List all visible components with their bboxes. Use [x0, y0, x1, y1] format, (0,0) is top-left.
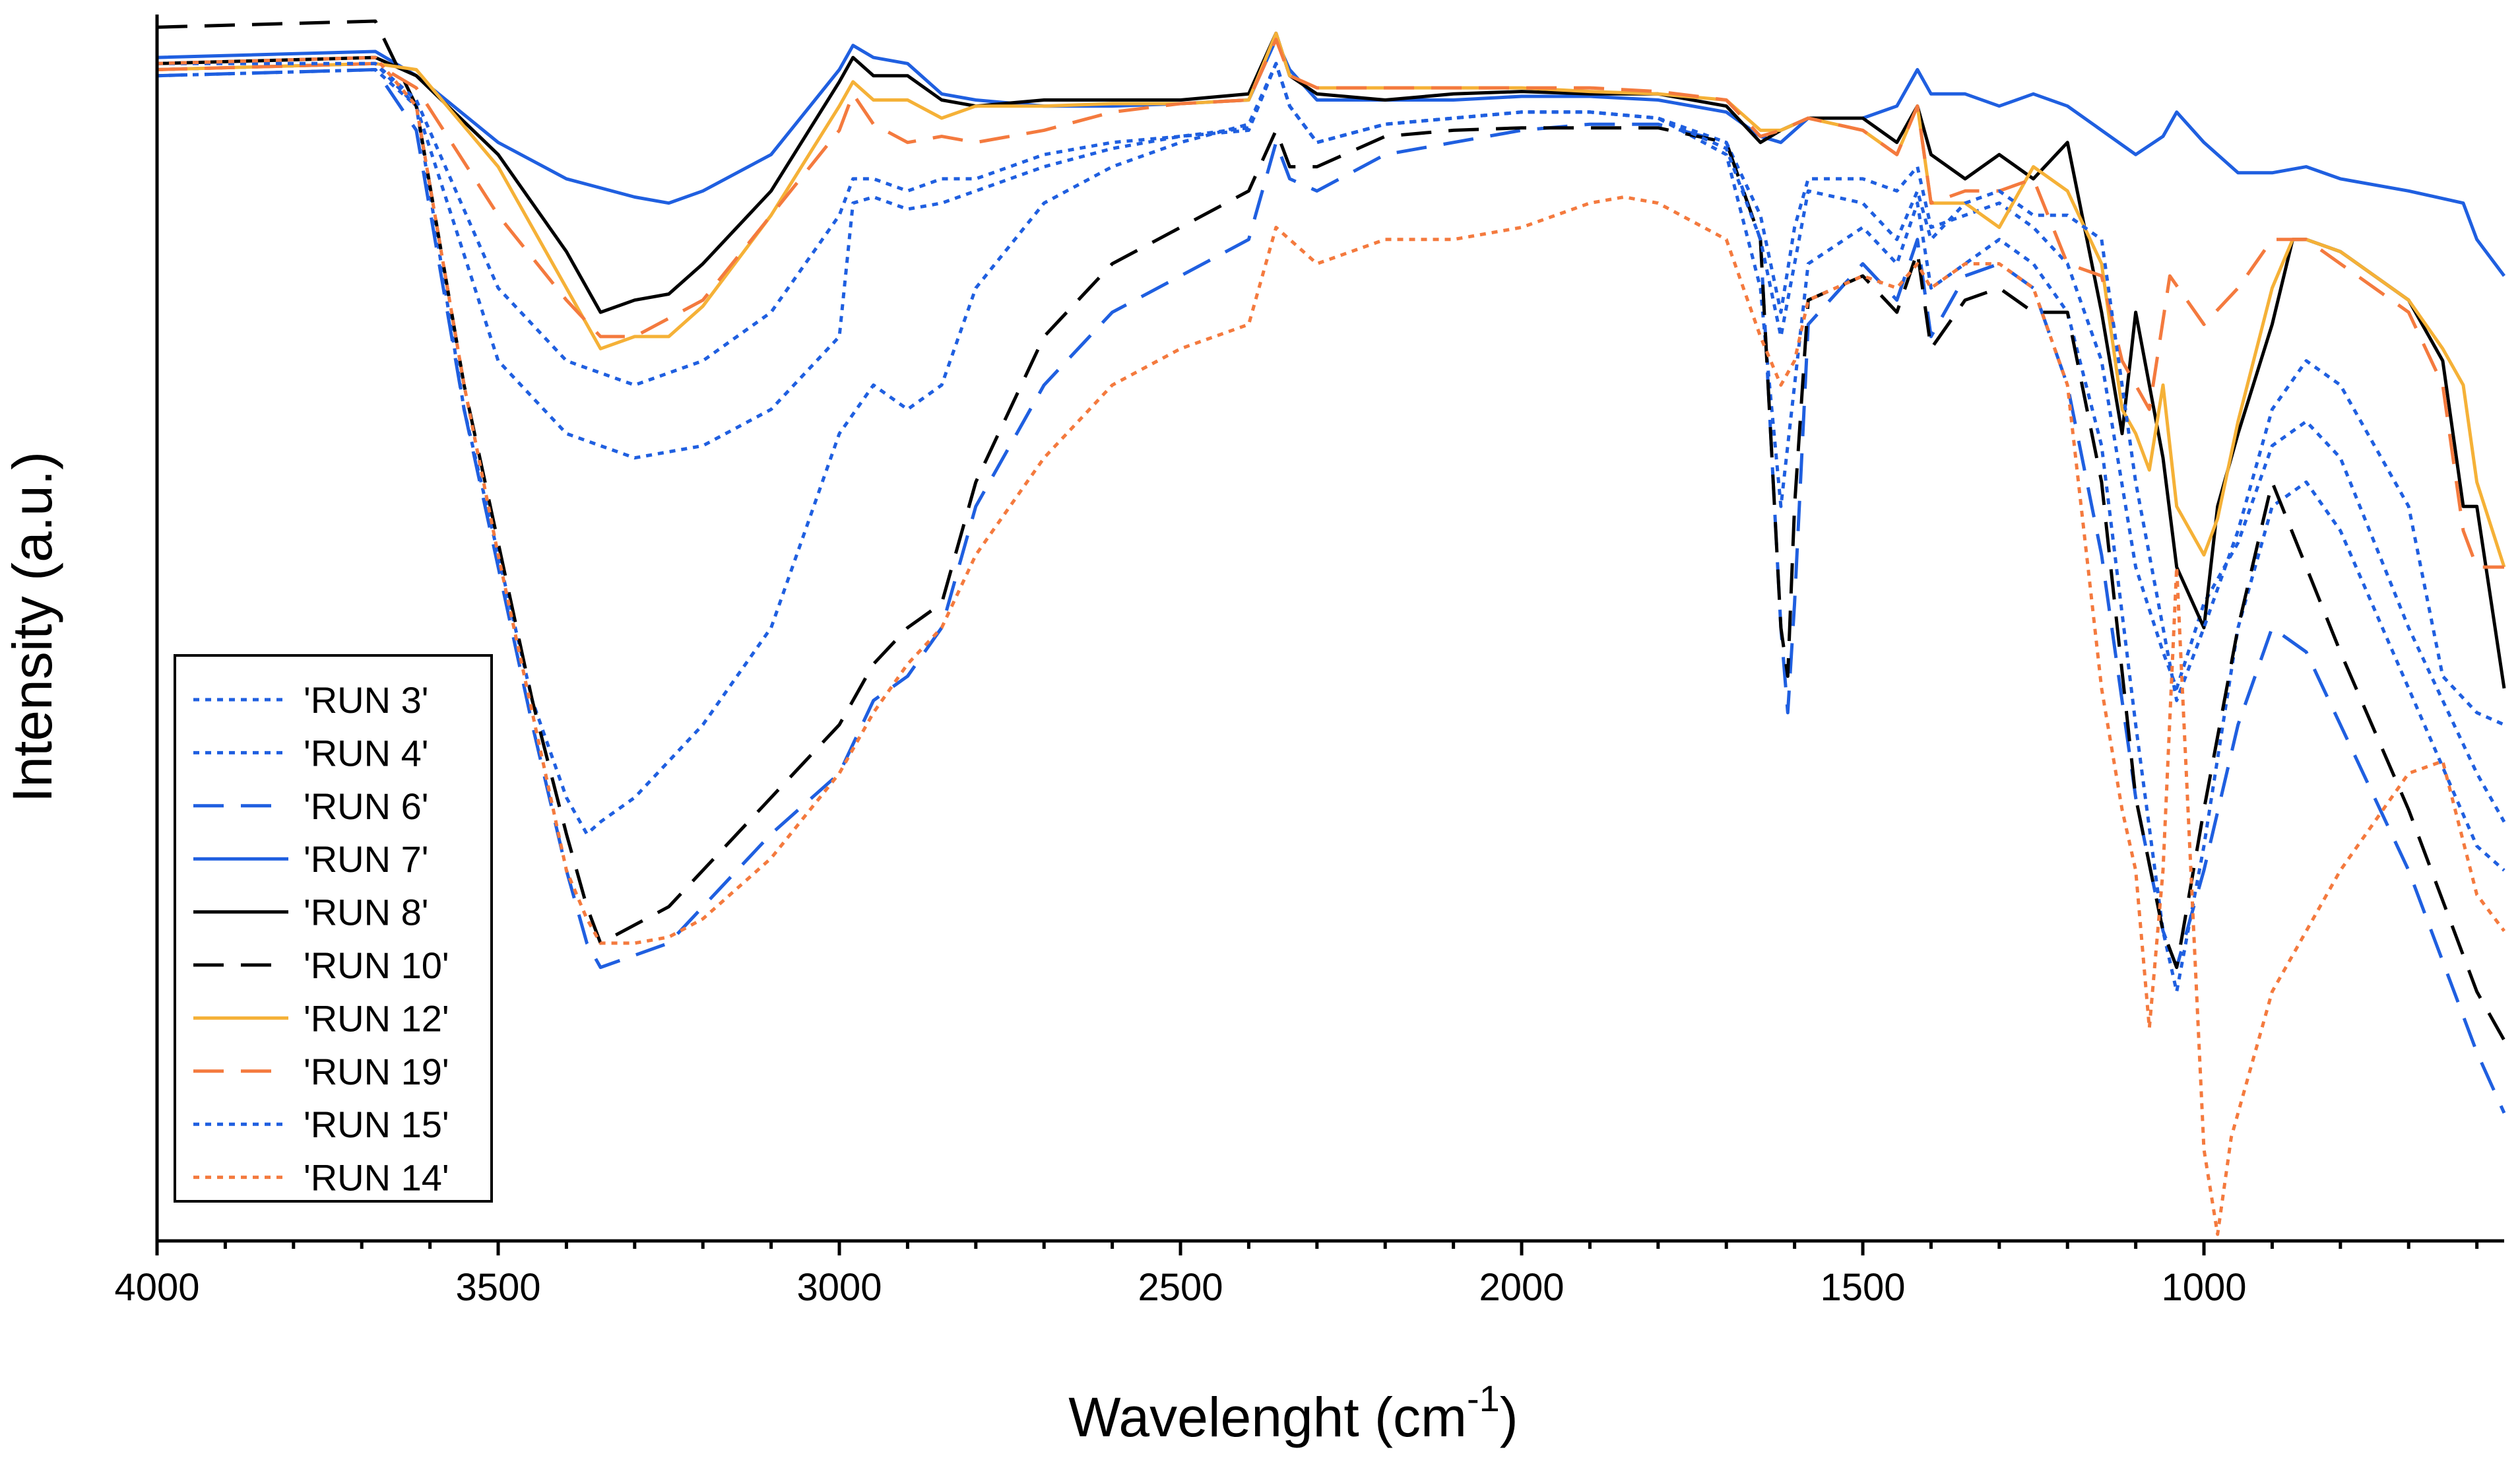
series-line-5 [156, 31, 2506, 689]
x-axis-title-superscript: -1 [1467, 1378, 1500, 1419]
series-line-9 [157, 61, 2505, 727]
x-tick-label-2500: 2500 [1138, 1266, 1223, 1309]
legend-label-6: 'RUN 10' [304, 945, 449, 986]
legend-label-8: 'RUN 19' [304, 1051, 449, 1092]
x-tick-label-1500: 1500 [1821, 1266, 1906, 1309]
legend-label-9: 'RUN 15' [304, 1104, 449, 1145]
legend-label-5: 'RUN 8' [304, 892, 428, 933]
x-tick-label-3500: 3500 [455, 1266, 540, 1309]
x-tick-label-2000: 2000 [1479, 1266, 1565, 1309]
legend-label-3: 'RUN 6' [304, 785, 428, 827]
legend-box [174, 654, 493, 1203]
series-line-3 [156, 68, 2506, 1114]
series-line-8 [156, 38, 2504, 569]
plot-series-group [156, 19, 2506, 1236]
x-tick-label-1000: 1000 [2162, 1266, 2247, 1309]
legend: 'RUN 3' 'RUN 4' 'RUN 6' 'RUN 7' 'RUN 8' 'RUN … [174, 654, 493, 1203]
series-line-10 [156, 55, 2505, 1236]
legend-label-4: 'RUN 7' [304, 838, 428, 880]
series-line-6 [156, 19, 2506, 1042]
x-axis-title: Wavelenght (cm-1) [1068, 1378, 1518, 1448]
legend-label-7: 'RUN 12' [304, 997, 449, 1039]
series-line-4 [156, 38, 2505, 277]
axes-group: 4000 3500 3000 2500 2000 1500 1000 Wavelenght (… [1, 15, 2504, 1448]
y-axis-title: Intensity (a.u.) [1, 451, 63, 803]
x-tick-label-4000: 4000 [114, 1266, 199, 1309]
x-tick-label-3000: 3000 [796, 1266, 882, 1309]
legend-label-10: 'RUN 14' [304, 1157, 449, 1199]
series-line-2 [156, 61, 2505, 993]
series-line-7 [156, 31, 2506, 568]
legend-label-2: 'RUN 4' [304, 732, 428, 774]
legend-label-1: 'RUN 3' [304, 679, 428, 721]
